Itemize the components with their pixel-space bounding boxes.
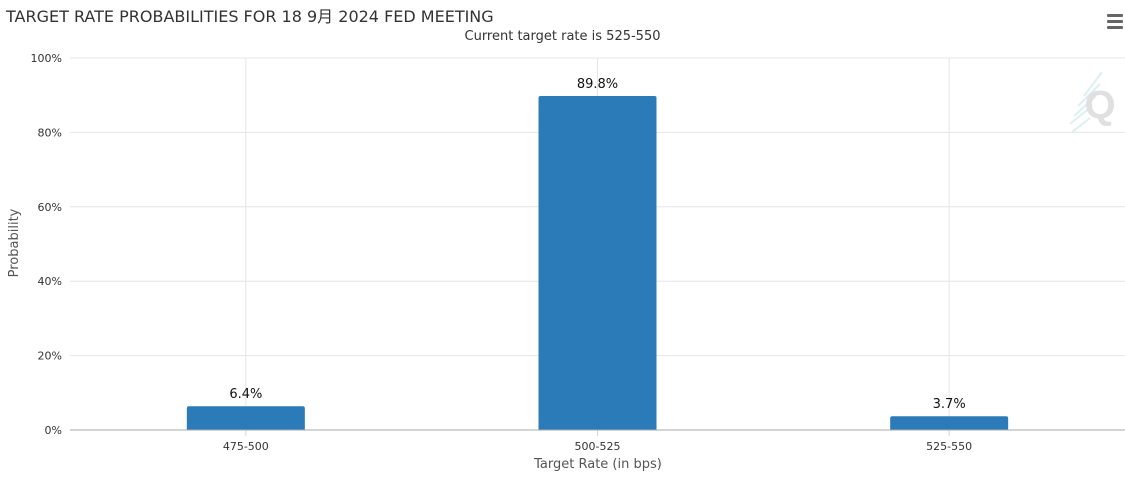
y-tick-label: 60%: [38, 201, 62, 214]
y-axis-title: Probability: [7, 208, 22, 277]
y-tick-label: 0%: [45, 424, 62, 437]
bar-475-500[interactable]: [186, 406, 305, 430]
watermark-logo: Q: [1069, 71, 1116, 133]
bar-500-525[interactable]: [538, 95, 657, 430]
data-label-475-500: 6.4%: [229, 387, 262, 402]
y-tick-label: 80%: [38, 126, 62, 139]
y-tick-label: 20%: [38, 350, 62, 363]
x-tick-label-500-525: 500-525: [575, 440, 621, 453]
chart-title: TARGET RATE PROBABILITIES FOR 18 9月 2024…: [6, 7, 494, 26]
y-tick-label: 40%: [38, 275, 62, 288]
data-label-525-550: 3.7%: [933, 397, 966, 412]
x-tick-label-475-500: 475-500: [223, 440, 269, 453]
data-label-500-525: 89.8%: [577, 77, 618, 92]
bar-525-550[interactable]: [890, 416, 1009, 430]
svg-text:Q: Q: [1084, 83, 1115, 127]
hamburger-menu-icon[interactable]: [1104, 11, 1125, 31]
x-tick-label-525-550: 525-550: [926, 440, 972, 453]
y-tick-label: 100%: [31, 52, 62, 65]
x-axis-title: Target Rate (in bps): [533, 457, 662, 472]
chart-subtitle: Current target rate is 525-550: [464, 29, 661, 44]
